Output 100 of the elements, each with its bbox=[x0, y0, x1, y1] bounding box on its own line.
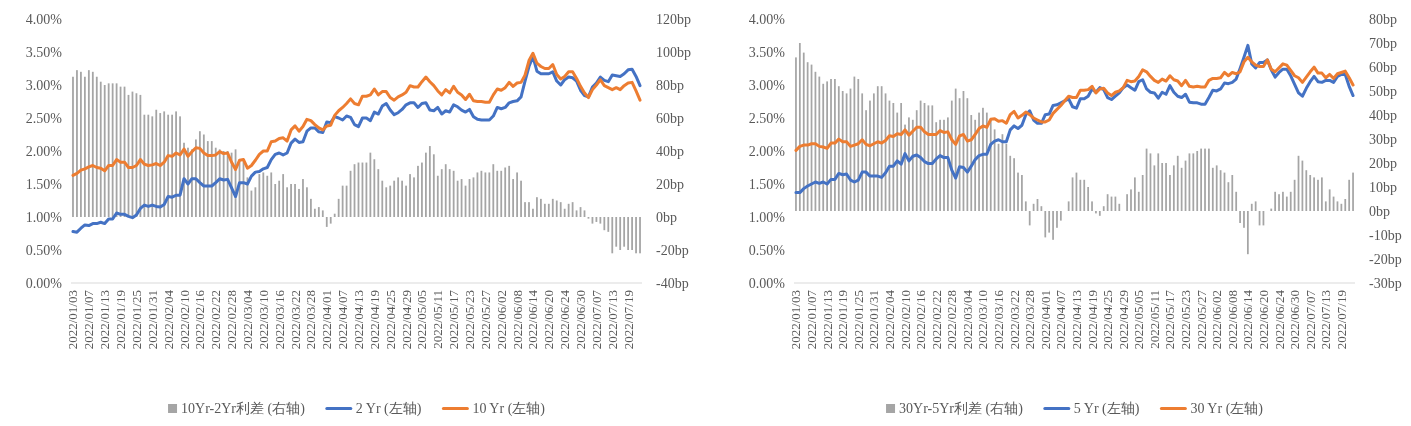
x-tick-label: 2022/06/20 bbox=[1255, 290, 1271, 350]
x-tick-label: 2022/04/07 bbox=[1053, 289, 1069, 350]
x-tick-label: 2022/06/24 bbox=[557, 289, 573, 350]
x-tick-label: 2022/01/31 bbox=[866, 290, 882, 350]
y-tick-label: 2.00% bbox=[25, 144, 63, 159]
y-tick-label: 4.00% bbox=[748, 12, 786, 27]
x-tick-label: 2022/02/22 bbox=[208, 290, 224, 350]
x-tick-label: 2022/02/10 bbox=[176, 290, 192, 350]
legend-label: 30 Yr (左轴) bbox=[1190, 401, 1264, 417]
x-tick-label: 2022/04/13 bbox=[1068, 290, 1084, 350]
x-tick-label: 2022/06/20 bbox=[541, 290, 557, 350]
x-tick-label: 2022/01/03 bbox=[65, 290, 81, 350]
line-series bbox=[71, 51, 642, 177]
y-tick-label: 4.00% bbox=[25, 12, 63, 27]
y-tick-label: 3.00% bbox=[748, 78, 786, 93]
legend-label: 2 Yr (左轴) bbox=[355, 401, 422, 417]
x-tick-label: 2022/03/16 bbox=[991, 289, 1007, 350]
x-tick-label: 2022/07/19 bbox=[620, 290, 636, 350]
y2-tick-label: 40bp bbox=[656, 144, 684, 159]
x-tick-label: 2022/04/01 bbox=[319, 290, 335, 350]
x-tick-label: 2022/04/07 bbox=[335, 289, 351, 350]
y2-tick-label: 50bp bbox=[1369, 84, 1397, 99]
x-tick-label: 2022/07/13 bbox=[1318, 290, 1334, 350]
x-tick-label: 2022/02/16 bbox=[913, 289, 929, 350]
y-tick-label: 3.50% bbox=[25, 45, 63, 60]
x-tick-label: 2022/04/25 bbox=[1100, 290, 1116, 350]
line-series bbox=[794, 55, 1355, 152]
x-tick-label: 2022/01/25 bbox=[850, 290, 866, 350]
y-tick-label: 2.00% bbox=[748, 144, 786, 159]
x-tick-label: 2022/03/04 bbox=[239, 289, 255, 350]
line-series bbox=[71, 55, 642, 234]
x-tick-label: 2022/04/19 bbox=[366, 290, 382, 350]
y2-tick-label: 120bp bbox=[656, 12, 691, 27]
x-tick-label: 2022/06/08 bbox=[1224, 290, 1240, 350]
y-tick-label: 3.00% bbox=[25, 78, 63, 93]
y-tick-label: 1.50% bbox=[25, 177, 63, 192]
legend-label: 10 Yr (左轴) bbox=[472, 401, 546, 417]
x-tick-label: 2022/05/23 bbox=[1178, 290, 1194, 350]
x-tick-label: 2022/05/05 bbox=[1131, 290, 1147, 350]
x-tick-label: 2022/07/13 bbox=[604, 290, 620, 350]
y2-tick-label: 30bp bbox=[1369, 132, 1397, 147]
x-tick-label: 2022/03/22 bbox=[1006, 290, 1022, 350]
x-tick-label: 2022/06/24 bbox=[1271, 289, 1287, 350]
y-tick-label: 1.00% bbox=[748, 210, 786, 225]
x-tick-label: 2022/01/03 bbox=[788, 290, 804, 350]
y-tick-label: 2.50% bbox=[748, 111, 786, 126]
y2-tick-label: 60bp bbox=[1369, 60, 1397, 75]
x-tick-label: 2022/04/29 bbox=[1115, 290, 1131, 350]
x-tick-label: 2022/05/11 bbox=[1146, 290, 1162, 349]
x-tick-label: 2022/02/04 bbox=[160, 289, 176, 350]
x-tick-label: 2022/01/07 bbox=[804, 289, 820, 350]
x-tick-label: 2022/04/29 bbox=[398, 290, 414, 350]
x-tick-label: 2022/01/07 bbox=[81, 289, 97, 350]
y2-tick-label: 20bp bbox=[656, 177, 684, 192]
x-tick-label: 2022/05/23 bbox=[462, 290, 478, 350]
x-tick-label: 2022/04/01 bbox=[1037, 290, 1053, 350]
x-tick-label: 2022/06/02 bbox=[493, 290, 509, 350]
y2-tick-label: 80bp bbox=[1369, 12, 1397, 27]
x-tick-label: 2022/03/16 bbox=[271, 289, 287, 350]
x-tick-label: 2022/03/28 bbox=[303, 290, 319, 350]
x-tick-label: 2022/01/19 bbox=[113, 290, 129, 350]
y2-tick-label: 100bp bbox=[656, 45, 691, 60]
x-tick-label: 2022/04/25 bbox=[382, 290, 398, 350]
y2-tick-label: -30bp bbox=[1369, 276, 1402, 291]
y2-tick-label: 70bp bbox=[1369, 36, 1397, 51]
x-tick-label: 2022/05/17 bbox=[446, 289, 462, 350]
x-tick-label: 2022/03/10 bbox=[975, 290, 991, 350]
y-tick-label: 3.50% bbox=[748, 45, 786, 60]
x-tick-label: 2022/05/05 bbox=[414, 290, 430, 350]
y2-tick-label: 20bp bbox=[1369, 156, 1397, 171]
legend-label: 5 Yr (左轴) bbox=[1073, 401, 1140, 417]
y-tick-label: 0.00% bbox=[748, 276, 786, 291]
x-tick-label: 2022/02/28 bbox=[944, 290, 960, 350]
x-tick-label: 2022/01/25 bbox=[128, 290, 144, 350]
x-tick-label: 2022/07/07 bbox=[588, 289, 604, 350]
y-tick-label: 2.50% bbox=[25, 111, 63, 126]
y2-tick-label: 80bp bbox=[656, 78, 684, 93]
x-tick-label: 2022/02/16 bbox=[192, 289, 208, 350]
x-tick-label: 2022/06/30 bbox=[573, 290, 589, 350]
x-tick-label: 2022/05/27 bbox=[1193, 289, 1209, 350]
x-tick-label: 2022/01/13 bbox=[97, 290, 113, 350]
legend-label: 30Yr-5Yr利差 (右轴) bbox=[899, 401, 1024, 417]
y2-tick-label: 40bp bbox=[1369, 108, 1397, 123]
y2-tick-label: 10bp bbox=[1369, 180, 1397, 195]
x-tick-label: 2022/03/22 bbox=[287, 290, 303, 350]
y2-tick-label: 0bp bbox=[1369, 204, 1390, 219]
y-tick-label: 0.00% bbox=[25, 276, 63, 291]
x-tick-label: 2022/06/08 bbox=[509, 290, 525, 350]
x-tick-label: 2022/06/30 bbox=[1287, 290, 1303, 350]
x-tick-label: 2022/06/02 bbox=[1209, 290, 1225, 350]
legend-label: 10Yr-2Yr利差 (右轴) bbox=[181, 401, 306, 417]
y-tick-label: 0.50% bbox=[748, 243, 786, 258]
x-tick-label: 2022/05/27 bbox=[477, 289, 493, 350]
x-tick-label: 2022/02/10 bbox=[897, 290, 913, 350]
y2-tick-label: 60bp bbox=[656, 111, 684, 126]
x-tick-label: 2022/01/19 bbox=[835, 290, 851, 350]
y-tick-label: 1.50% bbox=[748, 177, 786, 192]
x-tick-label: 2022/05/17 bbox=[1162, 289, 1178, 350]
x-tick-label: 2022/06/14 bbox=[525, 289, 541, 350]
x-tick-label: 2022/01/31 bbox=[144, 290, 160, 350]
